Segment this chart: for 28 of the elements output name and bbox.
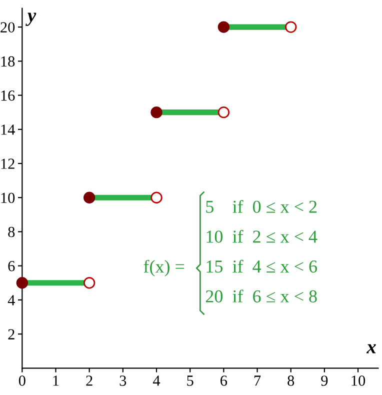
x-tick-label: 7 — [254, 376, 261, 386]
y-tick-label: 6 — [8, 261, 15, 272]
annotation: 15 if 4 ≤ x < 6 — [206, 260, 317, 273]
x-tick-label: 3 — [120, 376, 126, 386]
y-tick-label: 16 — [1, 90, 15, 101]
y-axis-title: y — [26, 12, 36, 26]
y-tick-label: 12 — [1, 158, 14, 169]
y-tick-label: 14 — [1, 124, 15, 135]
annotation: 5 if 0 ≤ x < 2 — [206, 200, 317, 213]
x-tick-label: 5 — [187, 376, 194, 386]
x-tick-label: 0 — [18, 376, 26, 386]
y-tick-label: 18 — [1, 56, 15, 67]
x-axis-title: x — [366, 344, 376, 354]
annotation: 20 if 6 ≤ x < 8 — [206, 290, 317, 302]
x-tick-label: 1 — [53, 376, 59, 386]
y-tick-label: 8 — [8, 226, 15, 238]
annotation: f(x) = — [144, 260, 184, 276]
y-tick-label: 10 — [1, 192, 15, 204]
x-tick-label: 10 — [352, 376, 366, 386]
x-tick-label: 9 — [321, 376, 328, 386]
y-tick-label: 20 — [0, 22, 15, 33]
x-tick-label: 8 — [288, 376, 294, 386]
y-tick-label: 4 — [8, 295, 15, 306]
x-tick-label: 6 — [220, 376, 228, 386]
y-tick-label: 2 — [8, 329, 14, 340]
annotation: 10 if 2 ≤ x < 4 — [206, 230, 318, 243]
x-tick-label: 4 — [152, 376, 160, 386]
x-tick-label: 2 — [86, 376, 92, 386]
